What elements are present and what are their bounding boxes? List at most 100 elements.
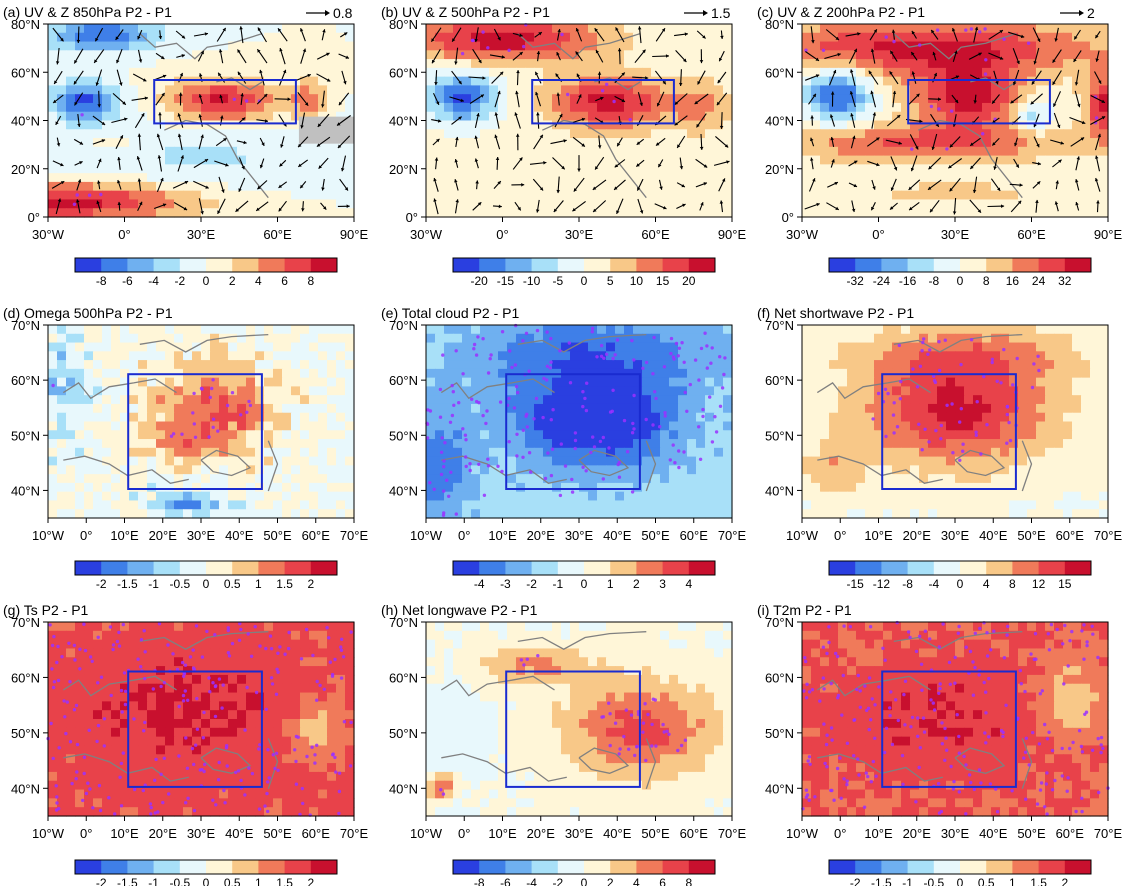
field-cell — [291, 474, 301, 483]
colorbar-segment — [75, 561, 102, 575]
field-cell — [579, 103, 589, 112]
field-cell — [462, 94, 472, 103]
field-cell — [165, 164, 175, 173]
field-cell — [57, 191, 67, 200]
field-cell — [120, 360, 130, 369]
field-cell — [678, 208, 688, 217]
field-cell — [462, 351, 472, 360]
field-cell — [57, 147, 67, 156]
field-cell — [426, 182, 436, 191]
field-cell — [210, 24, 220, 33]
colorbar-label: 1 — [255, 577, 262, 591]
field-cell — [480, 448, 490, 457]
field-cell — [910, 33, 920, 42]
field-cell — [228, 173, 238, 182]
field-cell — [84, 351, 94, 360]
field-cell — [93, 94, 103, 103]
field-cell — [1000, 77, 1010, 86]
field-cell — [964, 33, 974, 42]
field-cell — [919, 164, 929, 173]
field-cell — [327, 369, 337, 378]
field-cell — [75, 164, 85, 173]
field-cell — [435, 208, 445, 217]
field-cell — [435, 129, 445, 138]
field-cell — [462, 360, 472, 369]
field-cell — [255, 465, 265, 474]
field-cell — [147, 395, 157, 404]
field-cell — [678, 173, 688, 182]
field-cell — [678, 395, 688, 404]
field-cell — [192, 103, 202, 112]
field-cell — [201, 465, 211, 474]
field-cell — [426, 325, 436, 334]
field-cell — [156, 208, 166, 217]
field-cell — [156, 147, 166, 156]
field-cell — [111, 422, 121, 431]
field-cell — [615, 173, 625, 182]
field-cell — [669, 68, 679, 77]
field-cell — [480, 129, 490, 138]
field-cell — [444, 85, 454, 94]
field-cell — [1081, 24, 1091, 33]
field-cell — [246, 386, 256, 395]
field-cell — [282, 500, 292, 509]
field-cell — [570, 173, 580, 182]
field-cell — [660, 343, 670, 352]
field-cell — [336, 208, 346, 217]
field-cell — [1027, 191, 1037, 200]
field-cell — [838, 68, 848, 77]
colorbar-label: -1.5 — [117, 577, 138, 591]
field-cell — [669, 147, 679, 156]
field-cell — [138, 191, 148, 200]
field-cell — [462, 182, 472, 191]
field-cell — [318, 386, 328, 395]
field-cell — [856, 199, 866, 208]
field-cell — [435, 343, 445, 352]
field-cell — [165, 439, 175, 448]
field-cell — [678, 24, 688, 33]
field-cell — [570, 42, 580, 51]
field-cell — [255, 386, 265, 395]
field-cell — [660, 156, 670, 165]
field-cell — [138, 386, 148, 395]
field-cell — [982, 191, 992, 200]
field-cell — [615, 430, 625, 439]
field-cell — [147, 199, 157, 208]
field-cell — [84, 129, 94, 138]
field-cell — [327, 199, 337, 208]
field-cell — [525, 191, 535, 200]
field-cell — [606, 343, 616, 352]
field-cell — [937, 112, 947, 121]
field-cell — [210, 483, 220, 492]
field-cell — [120, 121, 130, 130]
field-cell — [570, 422, 580, 431]
field-cell — [660, 448, 670, 457]
field-cell — [282, 360, 292, 369]
field-cell — [588, 386, 598, 395]
panel-b: 1.5(b) UV & Z 500hPa P2 - P10°20°N40°N60… — [381, 4, 746, 288]
field-cell — [705, 33, 715, 42]
field-cell — [111, 483, 121, 492]
field-cell — [946, 173, 956, 182]
field-cell — [838, 138, 848, 147]
field-cell — [1090, 147, 1100, 156]
field-cell — [66, 334, 76, 343]
field-cell — [705, 413, 715, 422]
field-cell — [462, 138, 472, 147]
field-cell — [300, 351, 310, 360]
colorbar-segment — [206, 258, 233, 272]
field-cell — [660, 173, 670, 182]
field-cell — [201, 483, 211, 492]
field-cell — [624, 138, 634, 147]
field-cell — [874, 50, 884, 59]
field-cell — [669, 325, 679, 334]
significance-dot — [486, 46, 489, 49]
field-cell — [264, 191, 274, 200]
field-cell — [705, 430, 715, 439]
field-cell — [156, 500, 166, 509]
field-cell — [919, 59, 929, 68]
field-cell — [606, 121, 616, 130]
field-cell — [138, 457, 148, 466]
field-cell — [606, 129, 616, 138]
field-cell — [318, 59, 328, 68]
